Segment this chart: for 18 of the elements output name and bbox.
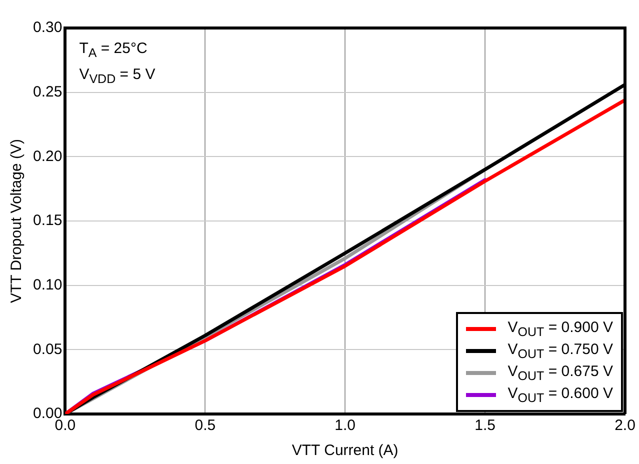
y-tick-label: 0.20 — [32, 148, 62, 165]
legend-label: V$_{OUT}$ = 0.675 V — [508, 363, 613, 383]
y-tick-label: 0.25 — [32, 83, 62, 100]
y-axis-title: VTT Dropout Voltage (V) — [8, 139, 26, 303]
annotation: V$_{VDD}$ = 5 V — [79, 65, 156, 88]
legend-label: V$_{OUT}$ = 0.600 V — [508, 385, 613, 405]
y-tick-label: 0.30 — [32, 19, 62, 36]
x-tick-label: 1.0 — [334, 417, 356, 434]
annotation: T$_{A}$ = 25°C — [79, 39, 148, 62]
y-tick-label: 0.05 — [32, 340, 62, 358]
x-tick-label: 2.0 — [614, 417, 636, 434]
x-tick-label: 1.5 — [474, 417, 496, 434]
x-axis-title: VTT Current (A) — [292, 442, 398, 460]
legend-label: V$_{OUT}$ = 0.750 V — [508, 341, 613, 361]
y-tick-label: 0.15 — [32, 212, 62, 230]
x-tick-label: 0.5 — [194, 417, 216, 434]
y-tick-label: 0.10 — [32, 276, 62, 294]
legend-label: V$_{OUT}$ = 0.900 V — [508, 319, 613, 339]
